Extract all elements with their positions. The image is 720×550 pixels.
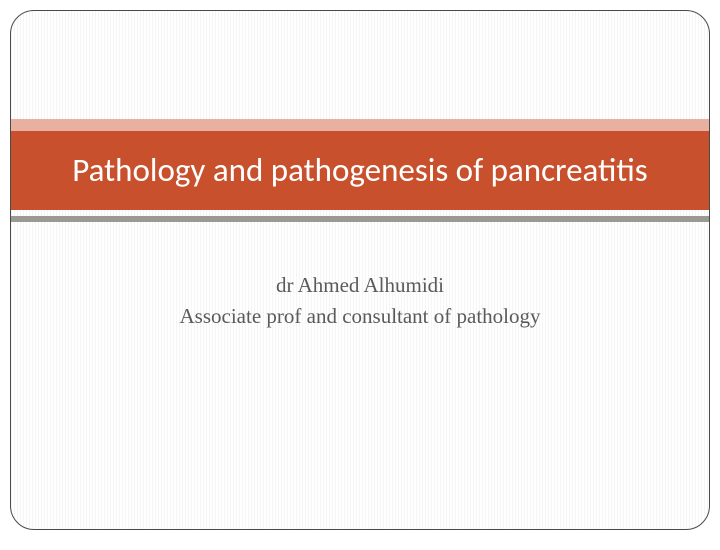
band-bottom-accent xyxy=(11,216,709,222)
title-band: Pathology and pathogenesis of pancreatit… xyxy=(11,119,709,222)
band-main: Pathology and pathogenesis of pancreatit… xyxy=(11,131,709,210)
band-top-accent xyxy=(11,119,709,131)
author-role: Associate prof and consultant of patholo… xyxy=(51,304,669,329)
author-name: dr Ahmed Alhumidi xyxy=(51,273,669,298)
subtitle-block: dr Ahmed Alhumidi Associate prof and con… xyxy=(11,273,709,329)
slide-title: Pathology and pathogenesis of pancreatit… xyxy=(51,149,669,192)
slide-container: Pathology and pathogenesis of pancreatit… xyxy=(10,10,710,530)
